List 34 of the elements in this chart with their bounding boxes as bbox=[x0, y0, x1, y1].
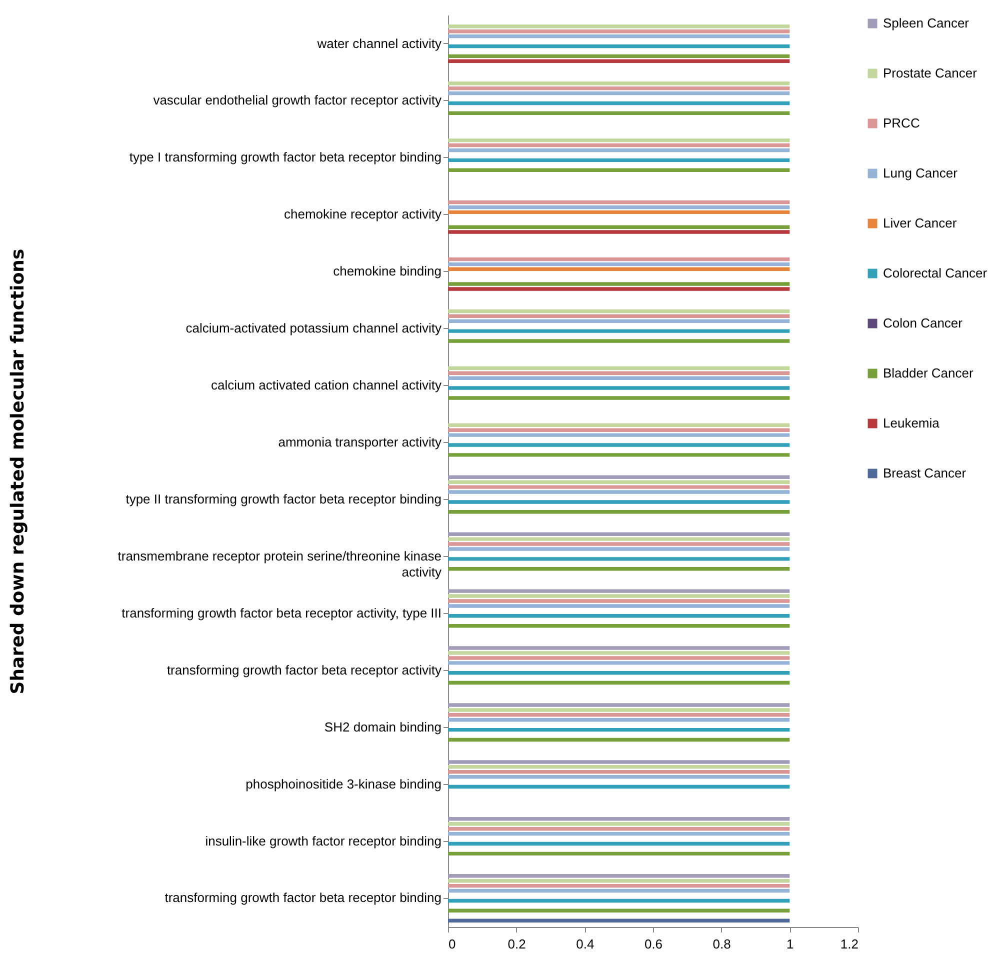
legend-label: Bladder Cancer bbox=[883, 366, 974, 380]
legend-label: Liver Cancer bbox=[883, 216, 958, 230]
x-tick-label: 0.6 bbox=[644, 936, 663, 952]
y-tick-label: type I transforming growth factor beta receptor binding bbox=[129, 150, 442, 165]
y-tick-label: phosphoinositide 3-kinase binding bbox=[246, 776, 442, 792]
y-axis-title: Shared down regulated molecular functions bbox=[8, 248, 28, 694]
x-tick-label: 0.8 bbox=[712, 936, 731, 952]
legend-label: Breast Cancer bbox=[883, 466, 967, 480]
legend-label: Spleen Cancer bbox=[883, 16, 970, 30]
x-tick-label: 0.2 bbox=[508, 936, 526, 952]
y-tick-label: transforming growth factor beta receptor activity, type III bbox=[122, 605, 442, 620]
legend-label: PRCC bbox=[883, 116, 920, 130]
y-tick-label: chemokine binding bbox=[333, 264, 442, 279]
y-tick-label: insulin-like growth factor receptor binding bbox=[205, 833, 442, 848]
x-tick-label: 1 bbox=[786, 936, 794, 952]
y-tick-label: calcium-activated potassium channel activity bbox=[186, 320, 442, 336]
x-tick-label: 1.2 bbox=[840, 936, 858, 952]
legend-label: Lung Cancer bbox=[883, 166, 958, 180]
y-tick-label: chemokine receptor activity bbox=[284, 206, 442, 222]
y-tick-label: transforming growth factor beta receptor binding bbox=[164, 890, 442, 906]
y-tick-label: transforming growth factor beta receptor activity bbox=[166, 662, 442, 678]
legend-label: Prostate Cancer bbox=[883, 66, 978, 80]
y-tick-label: vascular endothelial growth factor receptor activity bbox=[153, 92, 442, 108]
y-tick-label: water channel activity bbox=[316, 36, 442, 51]
x-tick-label: 0 bbox=[448, 936, 456, 952]
y-tick-label: ammonia transporter activity bbox=[278, 434, 442, 450]
legend-label: Colon Cancer bbox=[883, 316, 964, 330]
legend-label: Colorectal Cancer bbox=[883, 266, 988, 280]
y-tick-label: SH2 domain binding bbox=[324, 719, 442, 734]
legend-label: Leukemia bbox=[883, 416, 940, 430]
y-tick-label: transmembrane receptor protein serine/threonine kinase activity bbox=[118, 548, 442, 580]
y-tick-label: calcium activated cation channel activity bbox=[210, 378, 442, 393]
y-tick-label: type II transforming growth factor beta receptor binding bbox=[126, 491, 442, 506]
x-tick-label: 0.4 bbox=[576, 936, 594, 952]
